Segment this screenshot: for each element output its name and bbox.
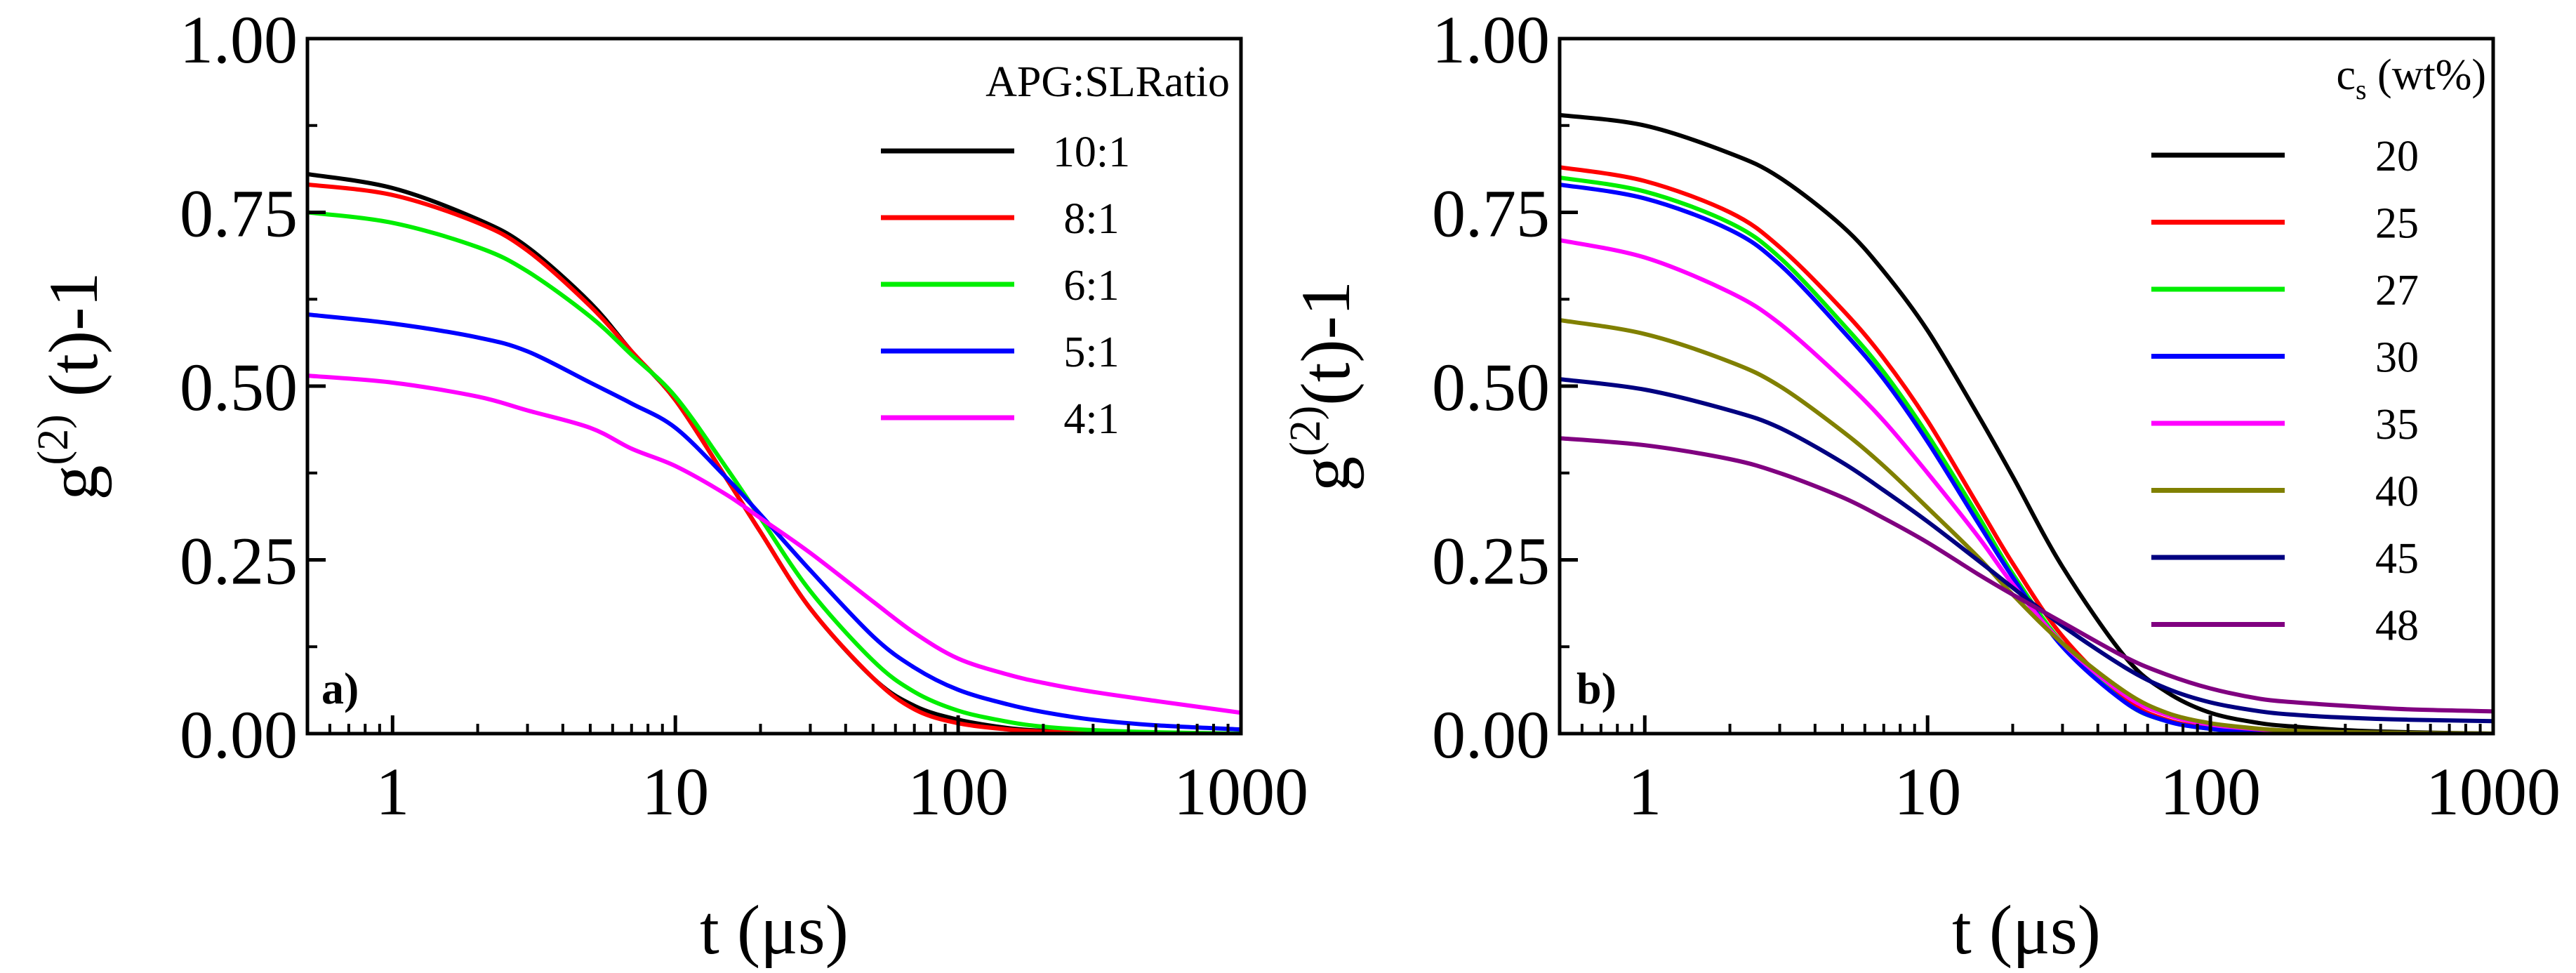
legend-label: 27 [2375,267,2419,315]
y-tick-labels: 0.00 0.25 0.50 0.75 1.00 [180,2,298,772]
plot-frame [1558,37,2495,736]
y-axis-title-sup: (2) [29,414,77,465]
x-tick-label: 1000 [1174,754,1308,829]
x-tick-label: 10 [642,754,709,829]
legend-title-main: c [2336,51,2356,99]
x-tick-label: 1 [1628,754,1661,829]
x-axis-title: t (μs) [1952,891,2101,969]
legend-label: 40 [2375,468,2419,516]
legend-label: 5:1 [1063,329,1119,376]
y-tick-label: 0.25 [180,524,298,599]
y-tick-label: 0.75 [180,176,298,251]
y-axis-title-g: g [1287,456,1365,491]
y-axis-title: g(2) (t)-1 [29,272,112,501]
legend-title: APG:SLRatio [985,58,1230,106]
chart-panel-b: 1 10 100 1000 0.00 0.25 0.50 0.75 1.00 t (μs) g… [1282,2,2561,969]
y-tick-label: 0.00 [180,697,298,772]
y-axis-title-sup: (2) [1282,406,1329,456]
legend-label: 35 [2375,401,2419,449]
legend-title-rest: (wt%) [2367,51,2486,99]
legend-label: 25 [2375,200,2419,248]
y-tick-label: 0.25 [1432,524,1550,599]
panel-label: a) [321,663,359,713]
y-tick-label: 0.75 [1432,176,1550,251]
x-tick-labels: 1 10 100 1000 [376,754,1308,829]
series-line-8-1 [307,182,1241,734]
plot-frame [305,37,1243,736]
legend: 10:1 8:1 6:1 5:1 4:1 [881,128,1130,443]
series-line-6-1 [307,210,1241,734]
panel-label: b) [1576,663,1616,713]
x-tick-label: 1000 [2426,754,2561,829]
legend-label: 45 [2375,535,2419,583]
y-axis-title-g: g [34,465,112,500]
x-tick-label: 10 [1894,754,1961,829]
series-lines [307,172,1241,734]
y-tick-label: 0.00 [1432,697,1550,772]
series-line-4-1 [307,373,1241,715]
y-axis-title-rest: (t)-1 [34,272,112,415]
y-tick-label: 1.00 [180,2,298,77]
y-tick-label: 1.00 [1432,2,1550,77]
legend: 20 25 27 30 35 40 45 48 [2151,133,2419,650]
x-axis-title: t (μs) [700,891,849,969]
y-tick-labels: 0.00 0.25 0.50 0.75 1.00 [1432,2,1550,772]
legend-label: 6:1 [1063,262,1119,310]
series-line-40 [1560,318,2493,734]
chart-panel-a: 1 10 100 1000 0.00 0.25 0.50 0.75 1.00 t (μs) g… [29,2,1308,969]
legend-title-sub: s [2356,74,2367,105]
y-axis-title: g(2)(t)-1 [1282,281,1365,491]
x-tick-label: 1 [376,754,409,829]
series-line-20 [1560,112,2493,734]
legend-label: 30 [2375,334,2419,382]
legend-label: 8:1 [1063,195,1119,243]
y-axis-title-rest: (t)-1 [1287,281,1365,406]
series-line-45 [1560,377,2493,724]
legend-label: 48 [2375,602,2419,650]
x-tick-labels: 1 10 100 1000 [1628,754,2561,829]
legend-label: 4:1 [1063,395,1119,443]
series-line-5-1 [307,312,1241,732]
x-tick-label: 100 [908,754,1009,829]
y-tick-label: 0.50 [180,350,298,425]
legend-label: 20 [2375,133,2419,180]
series-line-48 [1560,436,2493,714]
x-tick-label: 100 [2160,754,2261,829]
legend-title: cs (wt%) [2336,51,2486,105]
legend-label: 10:1 [1053,128,1130,176]
y-tick-label: 0.50 [1432,350,1550,425]
